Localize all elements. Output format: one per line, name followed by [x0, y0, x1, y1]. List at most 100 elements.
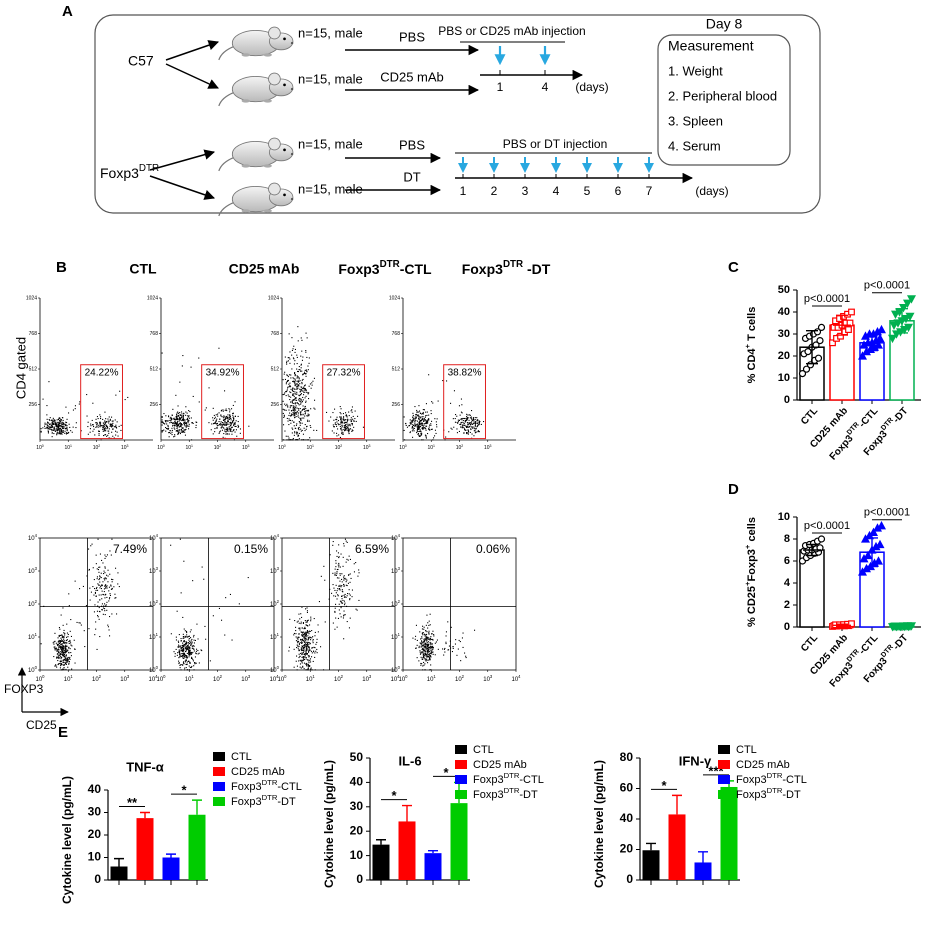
event-dot: [167, 420, 169, 422]
event-dot: [234, 423, 236, 425]
event-dot: [302, 373, 304, 375]
event-dot: [461, 426, 463, 428]
event-dot: [340, 413, 342, 415]
event-dot: [429, 658, 431, 660]
event-dot: [412, 436, 414, 438]
event-dot: [59, 430, 61, 432]
event-dot: [419, 653, 421, 655]
event-dot: [311, 630, 313, 632]
event-dot: [288, 650, 290, 652]
event-dot: [62, 668, 64, 670]
event-dot: [176, 418, 178, 420]
event-dot: [424, 419, 426, 421]
event-dot: [428, 656, 430, 658]
event-dot: [293, 425, 295, 427]
event-dot: [184, 661, 186, 663]
event-dot: [301, 439, 303, 441]
event-dot: [346, 416, 348, 418]
event-dot: [425, 436, 427, 438]
event-dot: [291, 368, 293, 370]
event-dot: [443, 654, 445, 656]
event-dot: [298, 409, 300, 411]
event-dot: [300, 647, 302, 649]
event-dot: [313, 429, 315, 431]
legend-label-part: -CTL: [782, 774, 806, 786]
event-dot: [298, 649, 300, 651]
event-dot: [333, 419, 335, 421]
event-dot: [295, 633, 297, 635]
event-dot: [190, 642, 192, 644]
event-dot: [304, 635, 306, 637]
event-dot: [185, 644, 187, 646]
event-dot: [104, 608, 106, 610]
event-dot: [176, 412, 178, 414]
event-dot: [60, 640, 62, 642]
event-dot: [311, 637, 313, 639]
event-dot: [432, 402, 434, 404]
event-dot: [310, 387, 312, 389]
treatment: CD25 mAb: [380, 69, 444, 84]
event-dot: [466, 433, 468, 435]
event-dot: [68, 593, 70, 595]
event-dot: [183, 653, 185, 655]
event-dot: [293, 634, 295, 636]
legend-swatch: [455, 790, 467, 799]
event-dot: [195, 650, 197, 652]
event-dot: [65, 655, 67, 657]
event-dot: [48, 419, 50, 421]
event-dot: [171, 422, 173, 424]
event-dot: [175, 648, 177, 650]
event-dot: [187, 645, 189, 647]
event-dot: [175, 418, 177, 420]
event-dot: [301, 383, 303, 385]
event-dot: [111, 538, 113, 540]
event-dot: [105, 424, 107, 426]
event-dot: [289, 386, 291, 388]
x-tick-label-part: 0: [163, 674, 166, 679]
event-dot: [58, 642, 60, 644]
event-dot: [193, 650, 195, 652]
event-dot: [299, 388, 301, 390]
event-dot: [93, 428, 95, 430]
event-dot: [344, 538, 346, 540]
event-dot: [63, 661, 65, 663]
event-dot: [47, 432, 49, 434]
event-dot: [431, 428, 433, 430]
event-dot: [431, 647, 433, 649]
event-dot: [58, 644, 60, 646]
event-dot: [423, 643, 425, 645]
event-dot: [307, 410, 309, 412]
event-dot: [348, 428, 350, 430]
event-dot: [161, 424, 163, 426]
event-dot: [185, 428, 187, 430]
legend-label: Foxp3DTR-CTL: [231, 778, 302, 793]
event-dot: [189, 650, 191, 652]
event-dot: [434, 429, 436, 431]
event-dot: [294, 417, 296, 419]
bar: [110, 866, 128, 880]
event-dot: [460, 422, 462, 424]
event-dot: [173, 422, 175, 424]
event-dot: [97, 616, 99, 618]
event-dot: [87, 433, 89, 435]
day-unit: (days): [575, 80, 608, 94]
event-dot: [180, 669, 182, 671]
event-dot: [422, 625, 424, 627]
event-dot: [46, 418, 48, 420]
event-dot: [188, 660, 190, 662]
y-tick-label: 104: [270, 533, 280, 542]
event-dot: [465, 421, 467, 423]
data-point: [857, 351, 868, 360]
event-dot: [419, 429, 421, 431]
x-tick-label-part: 10: [362, 677, 369, 683]
event-dot: [293, 414, 295, 416]
event-dot: [74, 408, 76, 410]
event-dot: [307, 665, 309, 667]
event-dot: [98, 566, 100, 568]
event-dot: [464, 417, 466, 419]
event-dot: [417, 433, 419, 435]
event-dot: [296, 431, 298, 433]
event-dot: [415, 635, 417, 637]
event-dot: [56, 419, 58, 421]
